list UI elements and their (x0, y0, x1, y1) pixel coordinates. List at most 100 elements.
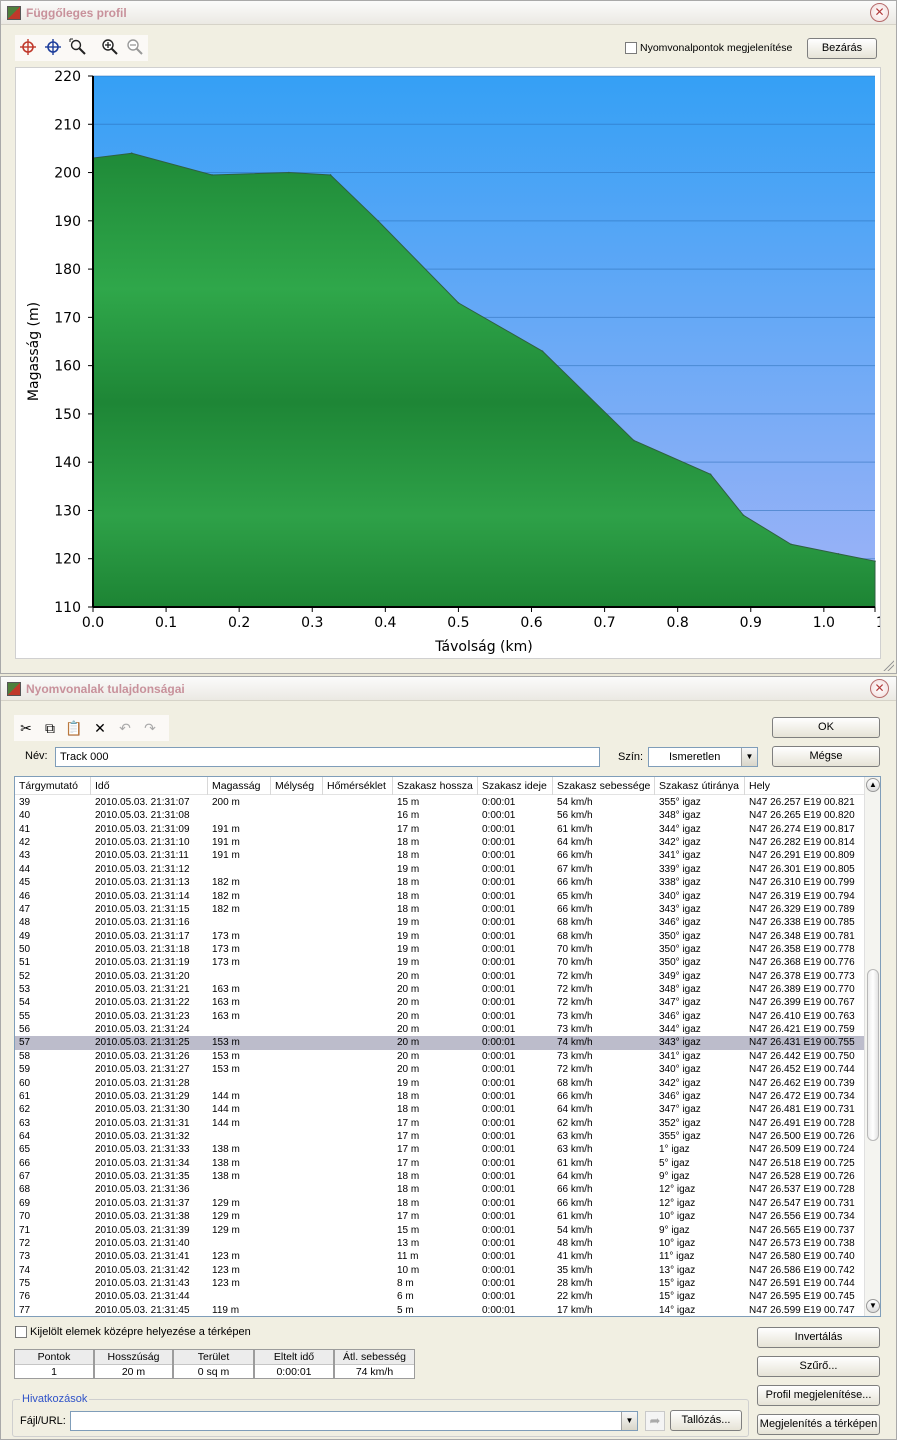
table-row[interactable]: 54 2010.05.03. 21:31:22 163 m 20 m 0:00:01 72… (15, 996, 865, 1009)
show-points-checkbox[interactable] (625, 42, 637, 54)
table-row[interactable]: 66 2010.05.03. 21:31:34 138 m 17 m 0:00:01 61… (15, 1157, 865, 1170)
table-scrollbar[interactable]: ▲ ▼ (864, 777, 880, 1316)
table-row[interactable]: 61 2010.05.03. 21:31:29 144 m 18 m 0:00:01 66… (15, 1090, 865, 1103)
table-row[interactable]: 69 2010.05.03. 21:31:37 129 m 18 m 0:00:01 66… (15, 1197, 865, 1210)
properties-titlebar[interactable]: Nyomvonalak tulajdonságai ✕ (1, 677, 896, 701)
table-cell (271, 836, 323, 849)
file-url-input[interactable]: ▼ (70, 1411, 638, 1431)
cancel-button[interactable]: Mégse (772, 746, 880, 767)
close-button[interactable]: Bezárás (807, 38, 877, 59)
table-row[interactable]: 55 2010.05.03. 21:31:23 163 m 20 m 0:00:01 73… (15, 1010, 865, 1023)
name-input[interactable]: Track 000 (55, 747, 600, 767)
table-row[interactable]: 49 2010.05.03. 21:31:17 173 m 19 m 0:00:01 68… (15, 930, 865, 943)
table-row[interactable]: 60 2010.05.03. 21:31:28 19 m 0:00:01 68 km/h… (15, 1077, 865, 1090)
table-row[interactable]: 67 2010.05.03. 21:31:35 138 m 18 m 0:00:01 64… (15, 1170, 865, 1183)
column-header[interactable]: Idő (91, 777, 208, 795)
table-row[interactable]: 74 2010.05.03. 21:31:42 123 m 10 m 0:00:01 35… (15, 1264, 865, 1277)
table-row[interactable]: 73 2010.05.03. 21:31:41 123 m 11 m 0:00:01 41… (15, 1250, 865, 1263)
table-row[interactable]: 42 2010.05.03. 21:31:10 191 m 18 m 0:00:01 64… (15, 836, 865, 849)
column-header[interactable]: Hőmérséklet (323, 777, 393, 795)
column-header[interactable]: Szakasz hossza (393, 777, 478, 795)
table-row[interactable]: 63 2010.05.03. 21:31:31 144 m 17 m 0:00:01 62… (15, 1117, 865, 1130)
table-row[interactable]: 77 2010.05.03. 21:31:45 119 m 5 m 0:00:01 17 … (15, 1304, 865, 1316)
browse-button[interactable]: Tallózás... (670, 1410, 742, 1431)
profile-close-icon[interactable]: ✕ (870, 3, 889, 22)
copy-icon[interactable]: ⧉ (45, 720, 55, 736)
table-row[interactable]: 39 2010.05.03. 21:31:07 200 m 15 m 0:00:01 54… (15, 796, 865, 809)
zoom-out-icon[interactable] (125, 38, 145, 58)
column-header[interactable]: Hely (745, 777, 865, 795)
filter-button[interactable]: Szűrő... (757, 1356, 880, 1377)
table-row[interactable]: 68 2010.05.03. 21:31:36 18 m 0:00:01 66 km/h… (15, 1183, 865, 1196)
table-row[interactable]: 59 2010.05.03. 21:31:27 153 m 20 m 0:00:01 72… (15, 1063, 865, 1076)
column-header[interactable]: Tárgymutató (15, 777, 91, 795)
invert-button[interactable]: Invertálás (757, 1327, 880, 1348)
column-header[interactable]: Szakasz ideje (478, 777, 553, 795)
table-row[interactable]: 45 2010.05.03. 21:31:13 182 m 18 m 0:00:01 66… (15, 876, 865, 889)
crosshair-blue-icon[interactable] (43, 38, 63, 58)
scroll-down-icon[interactable]: ▼ (866, 1299, 880, 1313)
color-dropdown[interactable]: Ismeretlen ▼ (648, 747, 758, 767)
show-on-map-button[interactable]: Megjelenítés a térképen (757, 1414, 880, 1435)
x-tick-label: 0.0 (82, 615, 104, 631)
delete-icon[interactable]: ✕ (94, 720, 106, 736)
table-cell: 70 km/h (557, 943, 593, 955)
table-row[interactable]: 71 2010.05.03. 21:31:39 129 m 15 m 0:00:01 54… (15, 1224, 865, 1237)
resize-grip[interactable] (882, 659, 894, 671)
column-header[interactable]: Magasság (208, 777, 271, 795)
table-cell: 123 m (212, 1277, 240, 1289)
cut-icon[interactable]: ✂ (20, 720, 32, 736)
crosshair-red-icon[interactable] (18, 38, 38, 58)
table-cell (271, 1063, 323, 1076)
elevation-point (790, 543, 792, 546)
table-cell: 2010.05.03. 21:31:10 (95, 837, 190, 849)
table-row[interactable]: 51 2010.05.03. 21:31:19 173 m 19 m 0:00:01 70… (15, 956, 865, 969)
chevron-down-icon[interactable]: ▼ (621, 1412, 637, 1430)
table-row[interactable]: 65 2010.05.03. 21:31:33 138 m 17 m 0:00:01 63… (15, 1143, 865, 1156)
table-row[interactable]: 46 2010.05.03. 21:31:14 182 m 18 m 0:00:01 65… (15, 890, 865, 903)
table-cell: N47 26.329 E19 00.789 (749, 903, 855, 915)
scrollbar-thumb[interactable] (867, 969, 879, 1141)
table-row[interactable]: 75 2010.05.03. 21:31:43 123 m 8 m 0:00:01 28 … (15, 1277, 865, 1290)
zoom-in-icon[interactable] (100, 38, 120, 58)
table-row[interactable]: 52 2010.05.03. 21:31:20 20 m 0:00:01 72 km/h… (15, 970, 865, 983)
table-cell (208, 863, 271, 876)
table-cell: 66 km/h (557, 850, 593, 862)
table-row[interactable]: 44 2010.05.03. 21:31:12 19 m 0:00:01 67 km/h… (15, 863, 865, 876)
table-cell: 0:00:01 (482, 970, 516, 982)
table-row[interactable]: 70 2010.05.03. 21:31:38 129 m 17 m 0:00:01 61… (15, 1210, 865, 1223)
undo-icon[interactable]: ↶ (119, 720, 131, 736)
profile-titlebar[interactable]: Függőleges profil ✕ (1, 1, 896, 25)
table-row[interactable]: 41 2010.05.03. 21:31:09 191 m 17 m 0:00:01 61… (15, 823, 865, 836)
scroll-up-icon[interactable]: ▲ (866, 778, 880, 792)
chevron-down-icon[interactable]: ▼ (741, 748, 757, 766)
table-row[interactable]: 47 2010.05.03. 21:31:15 182 m 18 m 0:00:01 66… (15, 903, 865, 916)
properties-close-icon[interactable]: ✕ (870, 679, 889, 698)
table-cell: 138 m (212, 1171, 240, 1183)
zoom-area-icon[interactable] (68, 38, 88, 58)
table-row[interactable]: 62 2010.05.03. 21:31:30 144 m 18 m 0:00:01 64… (15, 1103, 865, 1116)
center-selected-checkbox[interactable] (15, 1326, 27, 1338)
table-row[interactable]: 64 2010.05.03. 21:31:32 17 m 0:00:01 63 km/h… (15, 1130, 865, 1143)
table-row[interactable]: 48 2010.05.03. 21:31:16 19 m 0:00:01 68 km/h… (15, 916, 865, 929)
table-row[interactable]: 50 2010.05.03. 21:31:18 173 m 19 m 0:00:01 70… (15, 943, 865, 956)
go-arrow-icon[interactable]: ➦ (645, 1411, 665, 1431)
ok-button[interactable]: OK (772, 717, 880, 738)
table-row-selected[interactable]: 57 2010.05.03. 21:31:25 153 m 20 m 0:00:01 74… (15, 1036, 865, 1050)
table-row[interactable]: 40 2010.05.03. 21:31:08 16 m 0:00:01 56 km/h… (15, 809, 865, 822)
table-row[interactable]: 56 2010.05.03. 21:31:24 20 m 0:00:01 73 km/h… (15, 1023, 865, 1036)
column-header[interactable]: Mélység (271, 777, 323, 795)
table-row[interactable]: 76 2010.05.03. 21:31:44 6 m 0:00:01 22 km/h 1… (15, 1290, 865, 1303)
table-cell: N47 26.410 E19 00.763 (749, 1010, 855, 1022)
column-header[interactable]: Szakasz útiránya (655, 777, 745, 795)
redo-icon[interactable]: ↷ (144, 720, 156, 736)
table-cell: 0:00:01 (482, 930, 516, 942)
table-row[interactable]: 58 2010.05.03. 21:31:26 153 m 20 m 0:00:01 73… (15, 1050, 865, 1063)
table-row[interactable]: 53 2010.05.03. 21:31:21 163 m 20 m 0:00:01 72… (15, 983, 865, 996)
table-row[interactable]: 43 2010.05.03. 21:31:11 191 m 18 m 0:00:01 66… (15, 849, 865, 862)
table-cell: 43 (19, 850, 31, 862)
show-profile-button[interactable]: Profil megjelenítése... (757, 1385, 880, 1406)
paste-icon[interactable]: 📋 (65, 720, 83, 736)
column-header[interactable]: Szakasz sebessége (553, 777, 655, 795)
table-row[interactable]: 72 2010.05.03. 21:31:40 13 m 0:00:01 48 km/h… (15, 1237, 865, 1250)
